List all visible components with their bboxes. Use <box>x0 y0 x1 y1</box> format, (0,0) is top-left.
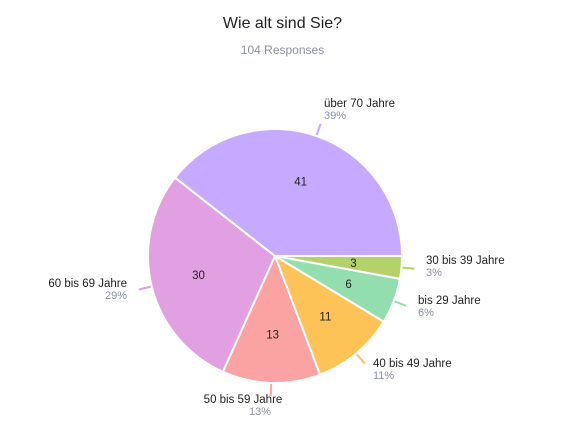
slice-label-30-bis-39-jahre: 30 bis 39 Jahre <box>426 255 505 267</box>
slice-label-ber-70-jahre: über 70 Jahre <box>324 98 395 110</box>
leader-line-40-bis-49-jahre <box>356 353 366 365</box>
slice-value-40-bis-49-jahre: 11 <box>319 311 331 323</box>
slice-label-50-bis-59-jahre: 50 bis 59 Jahre <box>204 394 283 406</box>
slice-label-bis-29-jahre: bis 29 Jahre <box>418 295 481 307</box>
pie-slice-40-bis-49-jahre <box>273 253 386 377</box>
slice-value-ber-70-jahre: 41 <box>294 177 307 189</box>
slice-percent-30-bis-39-jahre: 3% <box>426 267 442 279</box>
leader-line-bis-29-jahre <box>394 300 407 307</box>
leader-line-30-bis-39-jahre <box>402 266 415 270</box>
slice-label-60-bis-69-jahre: 60 bis 69 Jahre <box>48 278 127 290</box>
slice-value-30-bis-39-jahre: 3 <box>350 258 356 270</box>
slice-percent-40-bis-49-jahre: 11% <box>373 370 394 382</box>
slice-percent-ber-70-jahre: 39% <box>324 110 346 122</box>
leader-line-60-bis-69-jahre <box>138 285 151 291</box>
chart-title: Wie alt sind Sie? <box>222 15 343 32</box>
slice-value-60-bis-69-jahre: 30 <box>192 270 205 282</box>
slice-value-50-bis-59-jahre: 13 <box>266 330 279 342</box>
pie-slice-50-bis-59-jahre <box>221 253 322 384</box>
slice-value-bis-29-jahre: 6 <box>345 279 351 291</box>
leader-line-ber-70-jahre <box>315 123 322 136</box>
chart-subtitle: 104 Responses <box>240 43 325 57</box>
slice-percent-bis-29-jahre: 6% <box>418 307 434 319</box>
slice-label-40-bis-49-jahre: 40 bis 49 Jahre <box>373 358 452 370</box>
pie-slice-ber-70-jahre <box>173 128 404 257</box>
slice-percent-50-bis-59-jahre: 13% <box>249 406 271 418</box>
pie-slice-60-bis-69-jahre <box>147 176 277 374</box>
slice-percent-60-bis-69-jahre: 29% <box>105 290 127 302</box>
